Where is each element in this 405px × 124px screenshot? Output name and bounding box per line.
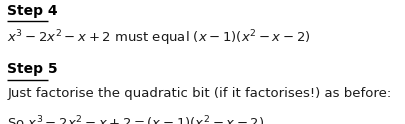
Text: So $x^3 - 2x^2 - x + 2 = (x - 1)(x^2 - x - 2)$: So $x^3 - 2x^2 - x + 2 = (x - 1)(x^2 - x… bbox=[7, 114, 264, 124]
Text: Step 4: Step 4 bbox=[7, 4, 58, 18]
Text: $x^3 - 2x^2 - x + 2$ must equal $(x - 1)(x^2 - x - 2)$: $x^3 - 2x^2 - x + 2$ must equal $(x - 1)… bbox=[7, 29, 310, 48]
Text: Step 5: Step 5 bbox=[7, 62, 58, 76]
Text: Just factorise the quadratic bit (if it factorises!) as before:: Just factorise the quadratic bit (if it … bbox=[7, 87, 390, 100]
